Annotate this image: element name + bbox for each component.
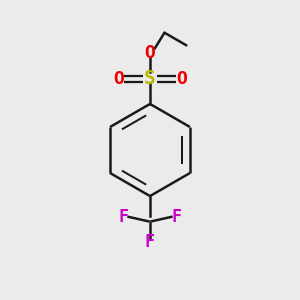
Text: F: F [118,208,128,226]
Text: O: O [145,44,155,62]
Text: O: O [113,70,124,88]
Text: S: S [144,69,156,88]
Text: O: O [176,70,187,88]
Text: F: F [145,233,155,251]
Text: F: F [172,208,182,226]
